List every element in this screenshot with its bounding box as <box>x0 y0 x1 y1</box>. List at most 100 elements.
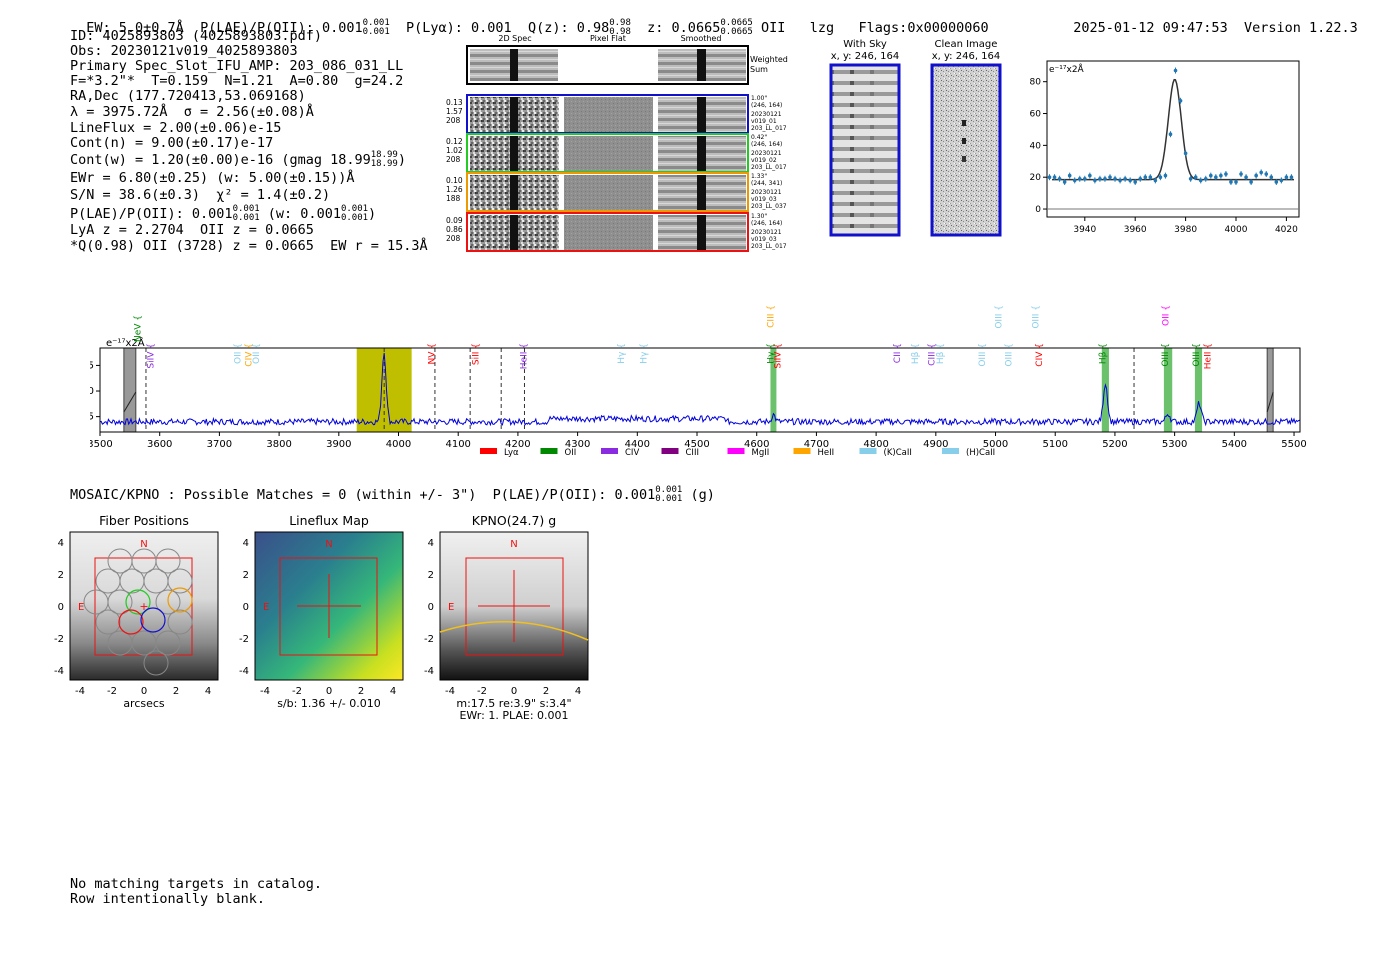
spectrum-xtick-19: 5400 <box>1222 439 1247 450</box>
spectrum-legend-label-1: OII <box>565 448 577 458</box>
line-fit-point <box>1173 67 1178 74</box>
line-fit-marker <box>1047 175 1052 180</box>
cutout-row-4-stat-3: 208 <box>446 234 461 243</box>
with-sky-xy: x, y: 246, 164 <box>831 51 900 62</box>
info-id: ID: 4025893803 (4025893803.pdf) <box>70 28 322 44</box>
line-fit-point <box>1193 174 1198 181</box>
line-fit-point <box>1148 174 1153 181</box>
spectrum-band-gray <box>123 347 137 433</box>
line-fit-marker <box>1249 180 1253 184</box>
spectrum-legend-label-5: HeII <box>818 448 835 458</box>
header-version: Version 1.22.3 <box>1243 20 1358 36</box>
line-fit-marker <box>1052 175 1057 180</box>
cutout-row-4-info-5: 203_LL_017 <box>751 243 787 250</box>
spectrum-chart: e⁻¹⁷x2Å 3500 3600 3700 3800 3900 4000 4100 4200… <box>90 305 1307 458</box>
lineflux-map-box <box>279 557 378 656</box>
cutout-row-3-frame <box>466 172 749 212</box>
cutout-row-1-info-1: 1.00" <box>751 95 767 102</box>
header-plae-lo: 0.001 <box>362 27 390 37</box>
header-z: z: 0.0665 <box>647 20 721 36</box>
cutout-row-1-smoothed-line <box>697 97 706 132</box>
header-tag: lzg <box>809 20 835 36</box>
line-fit-axes: 3940 3960 3980 4000 4020 0 20 40 60 80 <box>1030 78 1299 232</box>
kpno-ytick-2: 2 <box>428 570 434 581</box>
cutout-row-2-pixelflat <box>564 136 653 171</box>
spectrum-line-label: OIII { <box>1161 343 1171 367</box>
line-fit-marker <box>1244 175 1248 180</box>
spectrum-xtick-10: 4500 <box>684 439 709 450</box>
cutout-row-1-stat-3: 208 <box>446 116 461 125</box>
header-qz-lo: 0.98 <box>609 27 631 37</box>
line-fit-marker <box>1057 176 1062 181</box>
info-lambda: λ = 3975.72Å σ = 2.56(±0.08)Å <box>70 104 314 120</box>
spectrum-legend-swatch-6 <box>859 448 877 454</box>
spectrum-line-label: SiII { <box>472 343 482 365</box>
weighted-2dspec-line <box>510 49 518 81</box>
lineflux-ytick-m4: -4 <box>239 666 249 677</box>
line-fit-point <box>1224 171 1228 178</box>
cutout-row-1: 0.13 1.57 208 1.00" (246, 164) 20230121 … <box>446 94 787 134</box>
line-fit-point <box>1234 178 1238 185</box>
spectrum-ytick-1: 50 <box>90 386 94 397</box>
info-fwhm: F=*3.2"* T=0.159 N=1.21 A=0.80 g=24.2 <box>70 73 404 89</box>
spectrum-line-label: CIII { <box>766 305 776 328</box>
spectrum-band-gray-hatch <box>123 391 137 413</box>
line-fit-point <box>1158 174 1163 181</box>
cutout-row-2-info-3: 20230121 <box>751 150 782 157</box>
line-fit-marker <box>1224 172 1228 176</box>
line-fit-marker <box>1128 178 1132 183</box>
line-fit-point <box>1254 172 1258 179</box>
footer-line-2: Row intentionally blank. <box>70 891 266 907</box>
lineflux-ytick-0: 0 <box>243 602 249 613</box>
fiber-highlight-orange <box>167 587 193 613</box>
line-fit-point <box>1153 177 1158 184</box>
kpno-ytick-0: 0 <box>428 602 434 613</box>
line-fit-point <box>1214 174 1218 181</box>
spectrum-xtick-15: 5000 <box>983 439 1008 450</box>
spectrum-band-green <box>1194 348 1203 432</box>
line-fit-point <box>1198 177 1203 184</box>
spectrum-line-label: HeII { <box>519 343 529 369</box>
spectrum-legend-label-4: MgII <box>752 448 770 458</box>
cutout-row-3-2dspec-line <box>510 175 518 210</box>
line-fit-marker <box>1173 68 1178 73</box>
cutout-header-2dspec: 2D Spec <box>498 34 531 43</box>
line-fit-point <box>1123 175 1127 182</box>
line-fit-marker <box>1274 180 1279 184</box>
cutout-row-1-stat-1: 0.13 <box>446 98 463 107</box>
line-fit-marker <box>1138 176 1143 181</box>
header-qz: Q(z): 0.98 <box>527 20 610 36</box>
spectrum-line-label: Hβ { <box>911 343 921 364</box>
spectrum-line-label: Hβ { <box>936 343 946 364</box>
cutout-row-4-2dspec-line <box>510 215 518 250</box>
weighted-smoothed-line <box>697 49 706 81</box>
fiber-ytick-2: 2 <box>58 570 64 581</box>
info-lineflux: LineFlux = 2.00(±0.06)e-15 <box>70 120 282 136</box>
cutout-row-4-frame <box>466 212 749 252</box>
line-fit-point <box>1113 175 1117 182</box>
cutout-row-2-info-2: (246, 164) <box>751 141 782 148</box>
fiber-highlight-green <box>125 589 151 615</box>
info-plae-w-lo: 0.001 <box>340 213 369 223</box>
header-plya: P(Lyα): 0.001 <box>406 20 512 36</box>
spectrum-line-label: OIII { <box>1192 343 1202 367</box>
line-fit-point <box>1219 172 1223 179</box>
line-fit-marks <box>1047 67 1294 185</box>
kpno-ytick-4: 4 <box>428 538 434 549</box>
spectrum-legend-swatch-2 <box>601 448 618 454</box>
line-fit-marker <box>1193 175 1198 180</box>
spectrum-line-label: OII { <box>233 343 243 364</box>
line-fit-marker <box>1118 178 1122 183</box>
line-fit-marker <box>1239 172 1243 176</box>
spectrum-xtick-20: 5500 <box>1281 439 1306 450</box>
spectrum-xtick-0: 3500 <box>90 439 113 450</box>
spectrum-band-gray <box>1266 347 1274 433</box>
cutout-row-3-info-1: 1.33" <box>751 173 767 180</box>
kpno-north-label: N <box>510 539 517 550</box>
lineflux-xlabel: s/b: 1.36 +/- 0.010 <box>277 697 381 710</box>
fiber-highlight-blue <box>140 607 166 633</box>
clean-image <box>930 63 1002 237</box>
cutout-row-3-info-3: 20230121 <box>751 189 782 196</box>
line-fit-point <box>1143 174 1148 181</box>
lineflux-map-title: Lineflux Map <box>289 513 369 528</box>
